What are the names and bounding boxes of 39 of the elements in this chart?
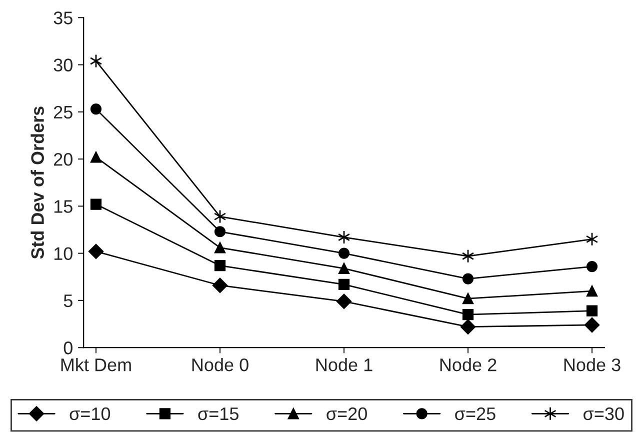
y-tick-label: 20 [54, 152, 72, 166]
point [336, 294, 352, 309]
y-tick-label: 15 [54, 200, 72, 213]
point [90, 152, 102, 163]
y-axis-title: Std Dev of Orders [30, 106, 44, 259]
point [462, 309, 474, 320]
legend-label: σ=10 [70, 407, 110, 420]
point [338, 248, 350, 259]
legend-label: σ=20 [326, 407, 367, 420]
point [88, 244, 104, 259]
legend-label: σ=30 [584, 407, 624, 420]
point [90, 198, 102, 210]
legend-label: σ=25 [455, 407, 496, 420]
x-tick-label: Node 0 [192, 358, 248, 372]
point [214, 226, 226, 238]
y-tick-label: 10 [54, 247, 72, 260]
y-tick-label: 0 [64, 342, 72, 354]
x-tick-label: Node 1 [316, 358, 372, 372]
point [586, 285, 598, 297]
legend-label: σ=15 [198, 408, 238, 420]
point [586, 260, 598, 272]
point [584, 317, 600, 333]
y-tick-label: 35 [54, 12, 72, 24]
point [90, 104, 102, 115]
y-tick-label: 5 [64, 294, 72, 308]
point [460, 319, 476, 334]
x-tick-label: Node 2 [440, 358, 496, 372]
point [214, 242, 226, 254]
point [338, 262, 350, 274]
point [214, 260, 226, 272]
x-tick-label: Node 3 [564, 358, 620, 372]
x-tick-label: Mkt Dem [61, 358, 131, 372]
point [586, 305, 598, 316]
point [462, 273, 474, 284]
point [462, 293, 474, 304]
y-tick-label: 30 [54, 58, 72, 72]
y-tick-label: 25 [54, 106, 72, 119]
point [338, 278, 350, 290]
point [212, 278, 228, 293]
